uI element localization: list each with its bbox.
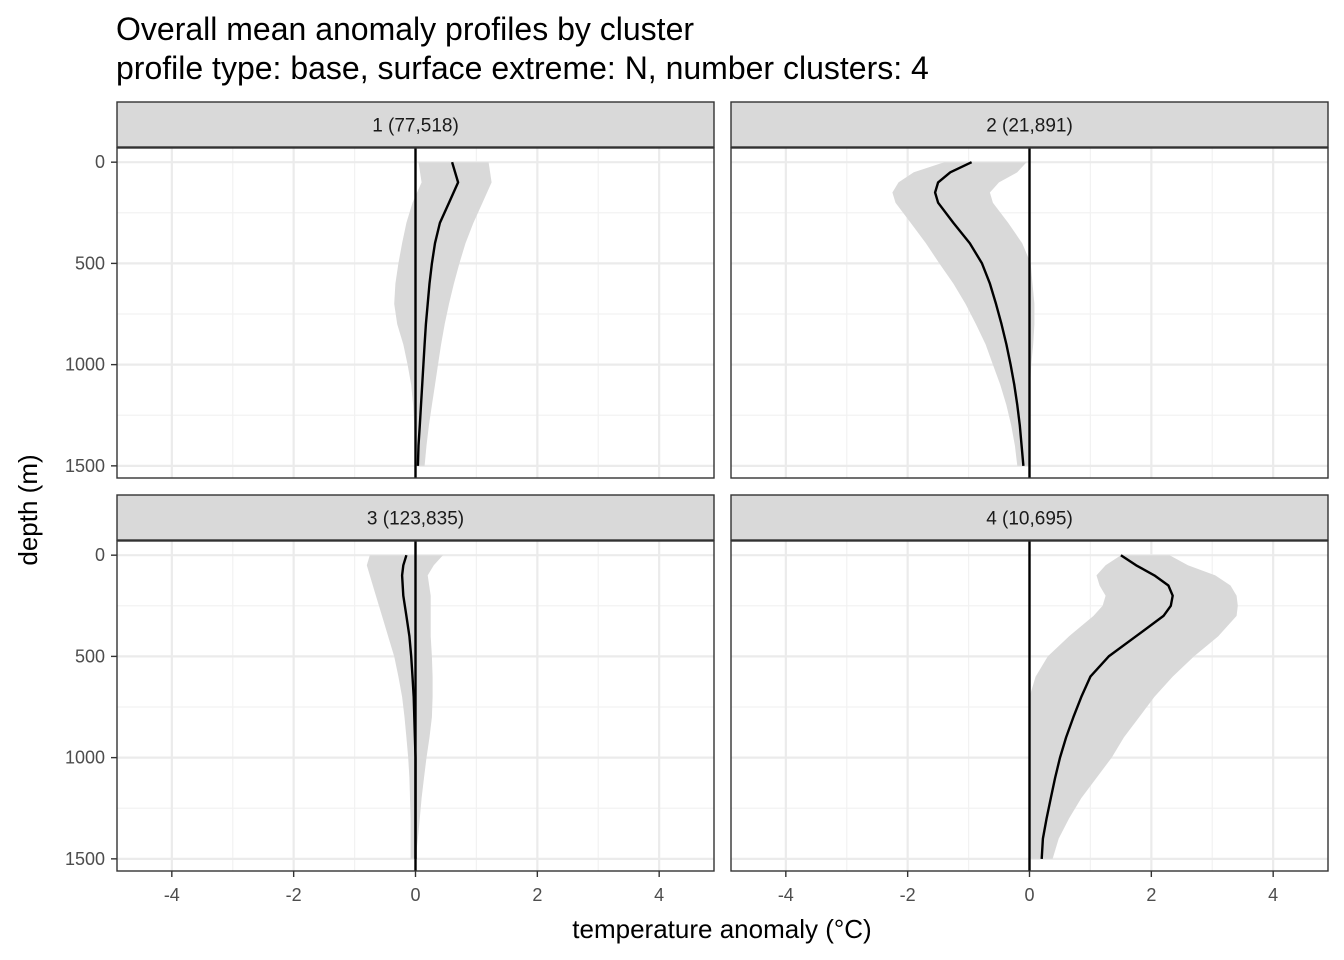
facet-strip	[730, 101, 1329, 148]
facet-strip-label: 3 (123,835)	[367, 509, 464, 530]
facet-strip-label: 4 (10,695)	[986, 509, 1073, 530]
y-tick-label: 0	[95, 152, 105, 172]
x-tick-label: -4	[164, 885, 180, 905]
x-tick-label: 0	[410, 885, 420, 905]
mean-profile-line	[1040, 554, 1174, 859]
y-tick-label: 0	[95, 545, 105, 565]
x-tick-label: 4	[654, 885, 664, 905]
facet-panel-4: 4 (10,695) -4 -2 0 2 4	[730, 494, 1329, 905]
y-axis-title: depth (m)	[13, 454, 43, 565]
x-tick-label: 2	[532, 885, 542, 905]
y-tick-label: 1500	[65, 456, 105, 476]
panel-border	[116, 147, 715, 479]
facet-panels: 1 (77,518) 0 500 1000 1500 2 (21,891) 3 (123,8…	[65, 101, 1329, 905]
confidence-ribbon	[1029, 555, 1238, 859]
confidence-ribbon	[366, 555, 443, 859]
mean-profile-line	[933, 161, 1025, 467]
y-tick-label: 1000	[65, 748, 105, 768]
mean-profile-line	[416, 161, 460, 466]
x-axis-title: temperature anomaly (°C)	[572, 914, 871, 944]
panel-border	[730, 147, 1329, 479]
x-tick-label: 0	[1024, 885, 1034, 905]
confidence-ribbon	[394, 162, 492, 466]
x-tick-label: 4	[1268, 885, 1278, 905]
x-tick-label: -4	[778, 885, 794, 905]
y-tick-label: 500	[75, 646, 105, 666]
confidence-ribbon	[892, 162, 1035, 466]
facet-strip-label: 2 (21,891)	[986, 116, 1073, 137]
y-tick-label: 1500	[65, 849, 105, 869]
y-tick-label: 1000	[65, 355, 105, 375]
y-tick-label: 500	[75, 253, 105, 273]
facet-panel-1: 1 (77,518) 0 500 1000 1500	[65, 101, 715, 479]
facet-panel-2: 2 (21,891)	[730, 101, 1329, 479]
mean-profile-line	[400, 554, 417, 859]
chart-title: Overall mean anomaly profiles by cluster	[116, 11, 694, 47]
x-tick-label: -2	[900, 885, 916, 905]
x-tick-label: -2	[286, 885, 302, 905]
chart-subtitle: profile type: base, surface extreme: N, …	[116, 50, 929, 86]
facet-strip	[116, 101, 715, 148]
facet-strip	[116, 494, 715, 541]
x-tick-label: 2	[1146, 885, 1156, 905]
facet-strip-label: 1 (77,518)	[372, 116, 459, 137]
facet-panel-3: 3 (123,835) 0 500 1000 1500 -4 -2 0 2 4	[65, 494, 715, 905]
facet-strip	[730, 494, 1329, 541]
